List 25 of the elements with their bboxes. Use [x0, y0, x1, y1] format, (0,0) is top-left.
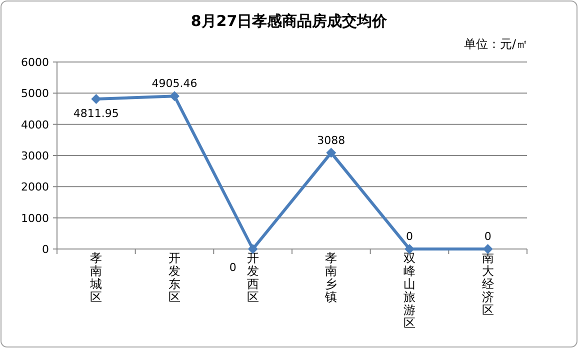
y-tick-label: 0 [42, 243, 49, 256]
y-tick-label: 1000 [21, 212, 49, 225]
x-tick-label: 开发西区 [246, 251, 259, 304]
chart-subtitle: 单位：元/㎡ [464, 37, 528, 51]
x-tick-label: 双峰山旅游区 [404, 251, 416, 330]
y-tick-label: 6000 [21, 56, 49, 69]
point [482, 244, 493, 254]
point [326, 148, 336, 158]
y-tick-label: 5000 [21, 87, 49, 100]
data-label: 3088 [317, 134, 346, 147]
data-label: 4811.95 [73, 107, 119, 120]
x-tick-label: 孝南城区 [89, 251, 102, 304]
data-label: 0 [484, 230, 492, 243]
data-label: 0 [229, 261, 236, 274]
data-label: 0 [406, 230, 413, 243]
x-tick-label: 南大经济区 [482, 251, 494, 317]
y-tick-label: 3000 [21, 150, 49, 162]
x-tick-label: 孝南乡镇 [324, 251, 338, 304]
y-tick-label: 2000 [21, 180, 49, 194]
point [170, 91, 180, 102]
y-tick-label: 4000 [21, 118, 49, 132]
chart-title: 8月27日孝感商品房成交均价 [190, 12, 388, 30]
point [91, 94, 102, 104]
x-tick-label: 开发东区 [168, 251, 180, 304]
data-label: 4905.46 [152, 77, 198, 90]
